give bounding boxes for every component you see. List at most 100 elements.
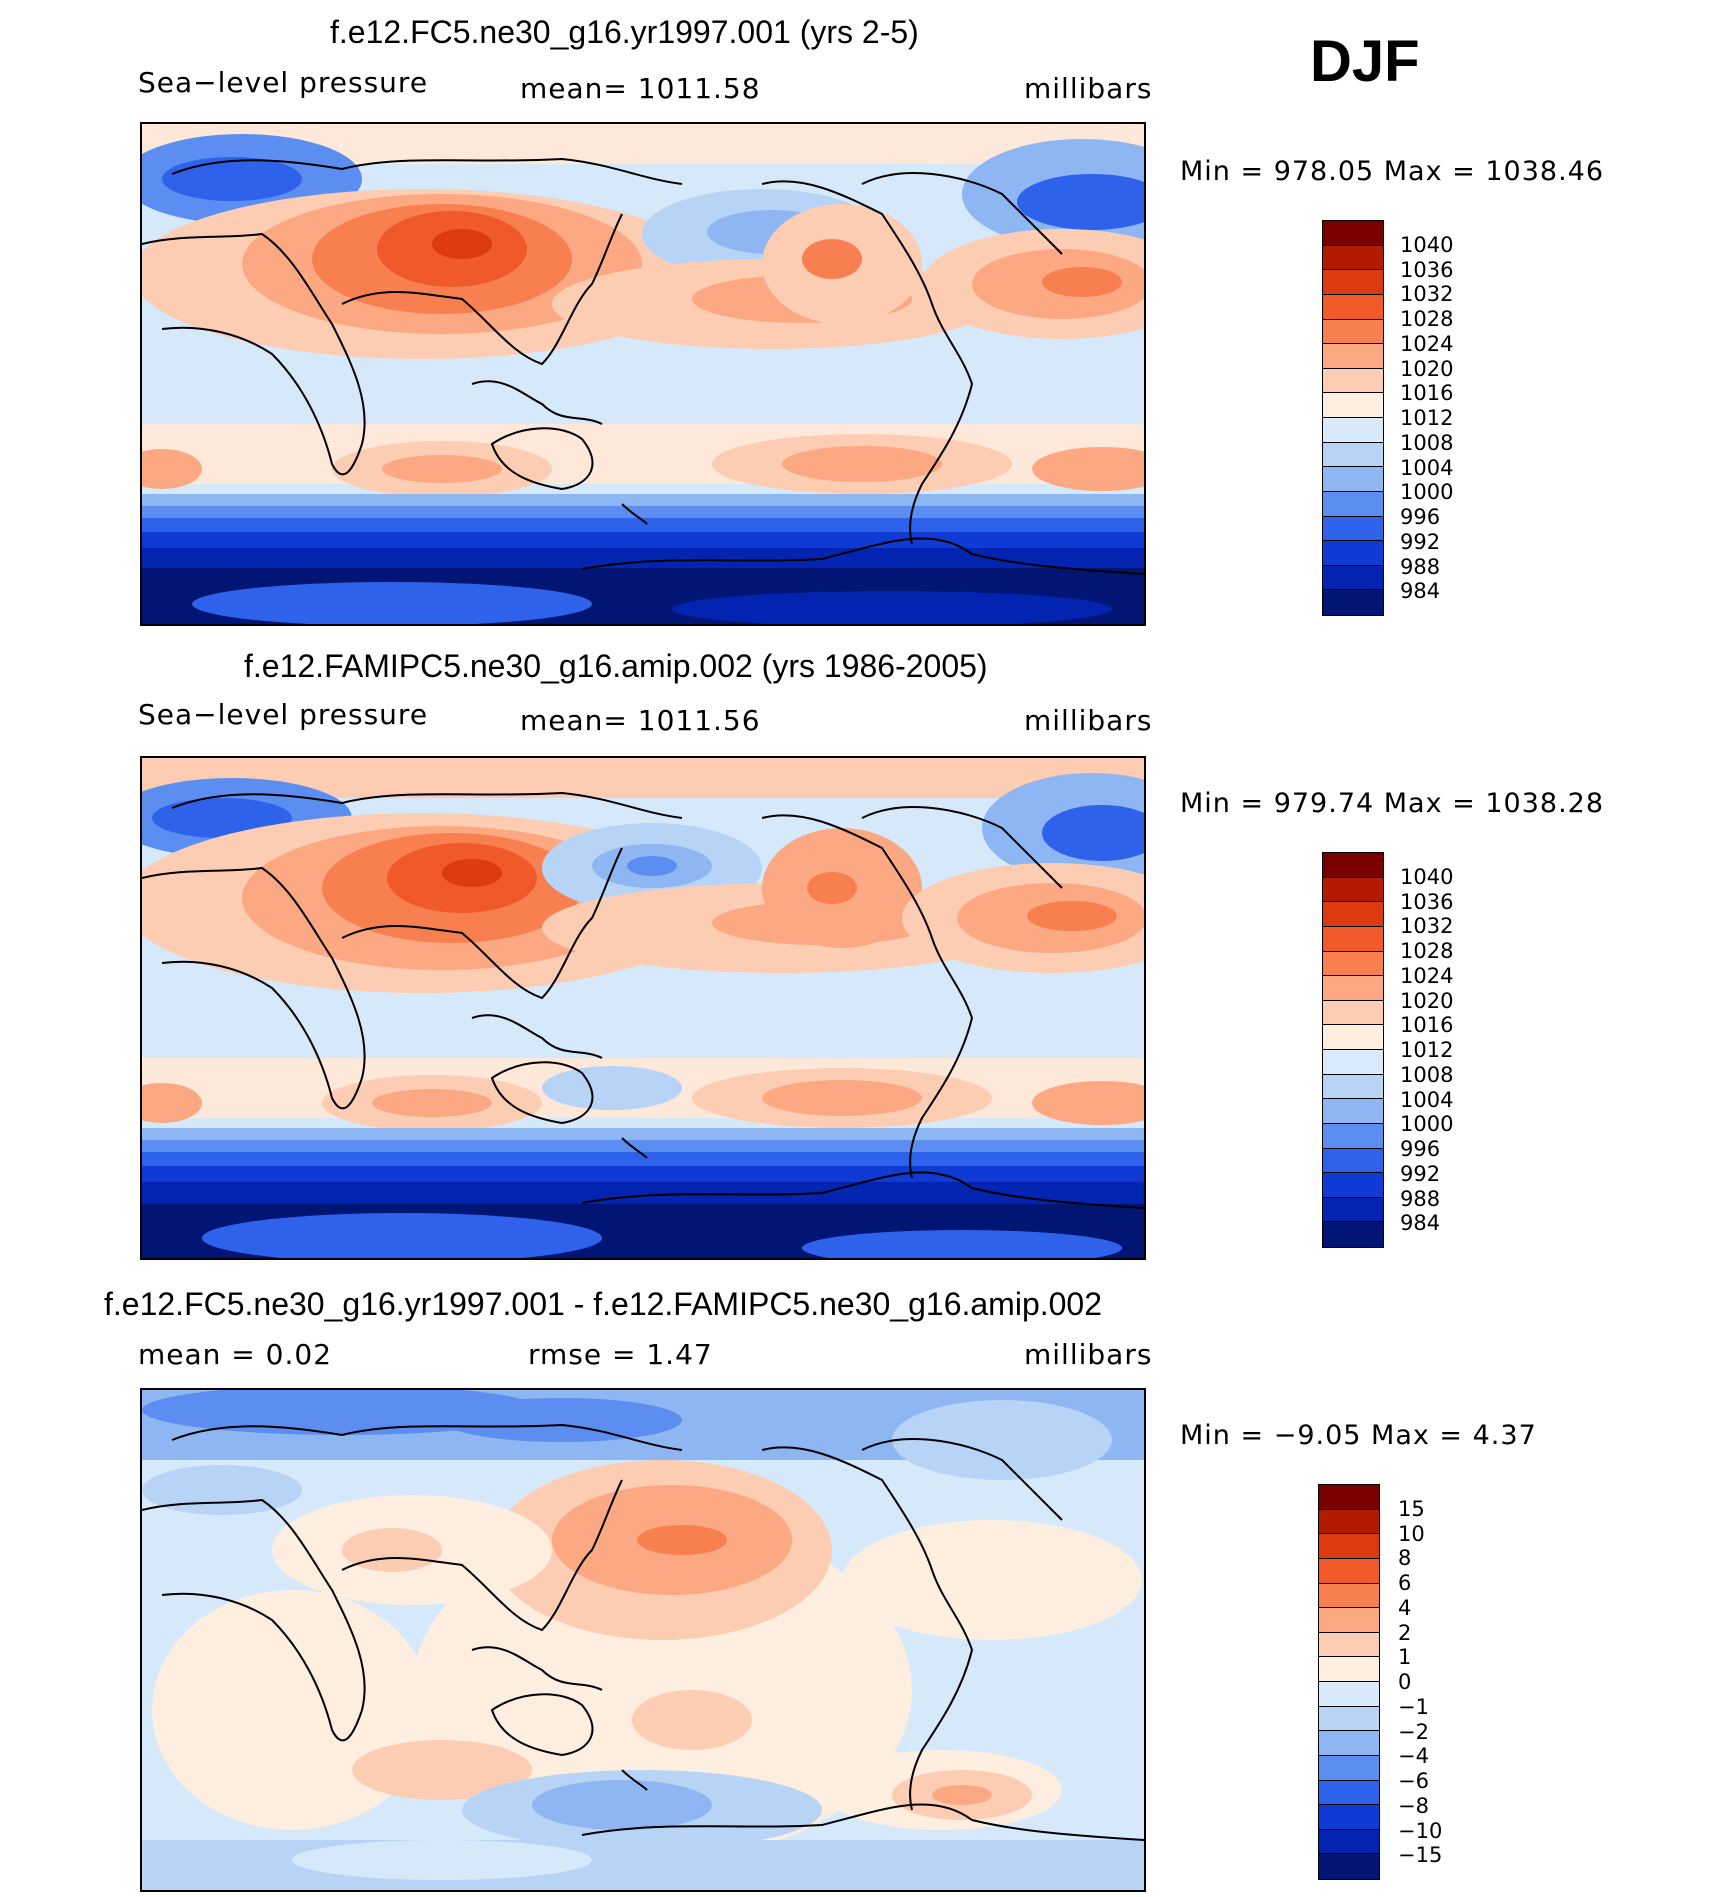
colorbar-tick-label: 1016 <box>1400 381 1454 406</box>
colorbar-swatch <box>1323 1148 1383 1174</box>
colorbar-tick-label: −6 <box>1398 1769 1429 1793</box>
colorbar-tick-label: 4 <box>1398 1595 1412 1620</box>
colorbar-tick-label: 1004 <box>1400 1087 1454 1112</box>
colorbar-tick-label: 1012 <box>1400 1038 1454 1062</box>
colorbar-tick-label: 1024 <box>1400 963 1454 988</box>
panel-3-mean-label: mean = 0.02 <box>138 1338 333 1371</box>
panel-2-colorbar <box>1322 852 1384 1248</box>
colorbar-tick-label: 1032 <box>1400 914 1454 939</box>
colorbar-tick-label: 1032 <box>1400 282 1454 307</box>
colorbar-tick-label: 15 <box>1398 1496 1425 1521</box>
panel-2-colorbar-labels: 1040 1036 1032 1028 1024 1020 1016 1012 1008 1004… <box>1400 852 1520 1248</box>
colorbar-swatch <box>1323 926 1383 952</box>
colorbar-tick-label: 996 <box>1400 505 1441 529</box>
colorbar-swatch <box>1323 1173 1383 1198</box>
colorbar-swatch <box>1323 902 1383 927</box>
colorbar-swatch <box>1323 1099 1383 1124</box>
colorbar-tick-label: 6 <box>1398 1571 1412 1595</box>
colorbar-tick-label: 1012 <box>1400 406 1454 430</box>
panel-2-mean-label: mean= 1011.56 <box>520 704 761 737</box>
colorbar-swatch <box>1319 1854 1379 1879</box>
panel-3-colorbar-labels: 15 10 8 6 4 2 1 0 −1 −2 −4 −6 −8 −10 −15 <box>1398 1484 1518 1880</box>
colorbar-swatch <box>1323 1123 1383 1149</box>
panel-2-min-max: Min = 979.74 Max = 1038.28 <box>1180 788 1605 819</box>
colorbar-tick-label: 992 <box>1400 529 1441 554</box>
colorbar-tick-label: −15 <box>1398 1843 1443 1868</box>
colorbar-swatch <box>1323 1025 1383 1050</box>
colorbar-swatch <box>1319 1706 1379 1732</box>
colorbar-swatch <box>1319 1534 1379 1559</box>
colorbar-tick-label: 1028 <box>1400 939 1454 963</box>
colorbar-tick-label: 2 <box>1398 1620 1412 1645</box>
colorbar-tick-label: 1000 <box>1400 480 1454 505</box>
colorbar-swatch <box>1319 1558 1379 1584</box>
panel-1-colorbar <box>1322 220 1384 616</box>
colorbar-swatch <box>1323 853 1383 878</box>
colorbar-swatch <box>1323 1000 1383 1026</box>
colorbar-swatch <box>1323 877 1383 903</box>
panel-1-colorbar-labels: 1040 1036 1032 1028 1024 1020 1016 1012 1008 1004… <box>1400 220 1520 616</box>
colorbar-tick-label: 1008 <box>1400 430 1454 455</box>
colorbar-tick-label: −10 <box>1398 1818 1443 1843</box>
colorbar-swatch <box>1319 1657 1379 1682</box>
panel-1-units-label: millibars <box>1024 72 1153 105</box>
colorbar-swatch <box>1323 1050 1383 1075</box>
colorbar-swatch <box>1319 1608 1379 1633</box>
colorbar-tick-label: 1036 <box>1400 889 1454 914</box>
colorbar-tick-label: −8 <box>1398 1793 1429 1818</box>
colorbar-tick-label: 8 <box>1398 1546 1412 1571</box>
colorbar-tick-label: 1016 <box>1400 1013 1454 1038</box>
colorbar-tick-label: 1040 <box>1400 232 1454 257</box>
colorbar-tick-label: 10 <box>1398 1521 1425 1546</box>
colorbar-tick-label: 1000 <box>1400 1112 1454 1137</box>
colorbar-swatch <box>1319 1755 1379 1781</box>
colorbar-swatch <box>1323 344 1383 369</box>
colorbar-swatch <box>1323 491 1383 517</box>
panel-2-units-label: millibars <box>1024 704 1153 737</box>
colorbar-tick-label: 1040 <box>1400 864 1454 889</box>
colorbar-swatch <box>1319 1509 1379 1535</box>
colorbar-swatch <box>1319 1731 1379 1756</box>
colorbar-tick-label: 988 <box>1400 554 1441 579</box>
colorbar-swatch <box>1323 467 1383 492</box>
colorbar-swatch <box>1319 1583 1379 1609</box>
colorbar-swatch <box>1323 565 1383 591</box>
colorbar-tick-label: 1028 <box>1400 307 1454 331</box>
colorbar-swatch <box>1323 590 1383 615</box>
colorbar-swatch <box>1323 442 1383 468</box>
colorbar-swatch <box>1323 1074 1383 1100</box>
panel-3-map <box>140 1388 1146 1892</box>
panel-3-colorbar <box>1318 1484 1380 1880</box>
colorbar-swatch <box>1323 294 1383 320</box>
colorbar-swatch <box>1323 1197 1383 1223</box>
panel-3-title: f.e12.FC5.ne30_g16.yr1997.001 - f.e12.FA… <box>104 1286 1103 1322</box>
colorbar-tick-label: 984 <box>1400 1211 1441 1236</box>
colorbar-swatch <box>1323 541 1383 566</box>
colorbar-swatch <box>1323 319 1383 345</box>
panel-2-variable-label: Sea−level pressure <box>138 698 429 731</box>
colorbar-swatch <box>1323 516 1383 542</box>
colorbar-tick-label: 984 <box>1400 579 1441 604</box>
colorbar-tick-label: 1004 <box>1400 455 1454 480</box>
colorbar-swatch <box>1319 1632 1379 1658</box>
colorbar-tick-label: −2 <box>1398 1719 1429 1744</box>
colorbar-swatch <box>1323 393 1383 418</box>
colorbar-swatch <box>1319 1485 1379 1510</box>
colorbar-swatch <box>1319 1805 1379 1830</box>
colorbar-tick-label: 988 <box>1400 1186 1441 1211</box>
colorbar-tick-label: −1 <box>1398 1694 1429 1719</box>
colorbar-tick-label: 1008 <box>1400 1062 1454 1087</box>
panel-1-variable-label: Sea−level pressure <box>138 66 429 99</box>
colorbar-swatch <box>1323 368 1383 394</box>
colorbar-tick-label: 1024 <box>1400 331 1454 356</box>
colorbar-swatch <box>1323 1222 1383 1247</box>
panel-2-title: f.e12.FAMIPC5.ne30_g16.amip.002 (yrs 198… <box>244 648 988 684</box>
colorbar-swatch <box>1319 1780 1379 1806</box>
panel-1-title: f.e12.FC5.ne30_g16.yr1997.001 (yrs 2-5) <box>330 14 919 50</box>
colorbar-swatch <box>1323 245 1383 271</box>
colorbar-swatch <box>1323 418 1383 443</box>
colorbar-tick-label: 992 <box>1400 1161 1441 1186</box>
colorbar-tick-label: −4 <box>1398 1744 1429 1769</box>
panel-1-min-max: Min = 978.05 Max = 1038.46 <box>1180 156 1605 187</box>
panel-3-min-max: Min = −9.05 Max = 4.37 <box>1180 1420 1537 1451</box>
